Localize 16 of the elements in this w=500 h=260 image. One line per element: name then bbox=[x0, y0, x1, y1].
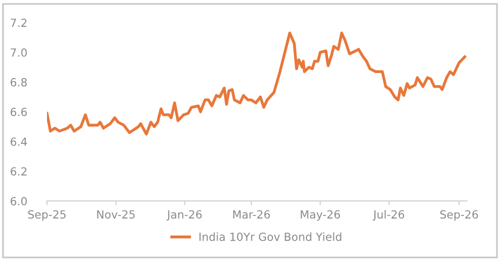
legend-label: India 10Yr Gov Bond Yield bbox=[200, 232, 342, 241]
x-tick-label: May-26 bbox=[300, 210, 340, 221]
x-tick-label: Sep-26 bbox=[440, 210, 478, 221]
x-tick-label: Jan-26 bbox=[166, 210, 202, 221]
x-tick-label: Jul-26 bbox=[372, 210, 404, 221]
y-tick-label: 6.6 bbox=[10, 108, 27, 116]
y-tick-label: 7.2 bbox=[10, 18, 26, 27]
x-tick-label: Sep-25 bbox=[28, 210, 66, 221]
y-tick-label: 6.8 bbox=[10, 78, 27, 86]
y-tick-label: 6.4 bbox=[10, 138, 27, 146]
x-tick-label: Mar-26 bbox=[233, 210, 270, 219]
y-tick-label: 6.2 bbox=[10, 167, 26, 176]
x-tick-label: Nov-25 bbox=[97, 210, 135, 219]
y-tick-label: 6.0 bbox=[10, 196, 27, 206]
line-series bbox=[47, 32, 466, 136]
y-tick-label: 7.0 bbox=[10, 48, 27, 57]
